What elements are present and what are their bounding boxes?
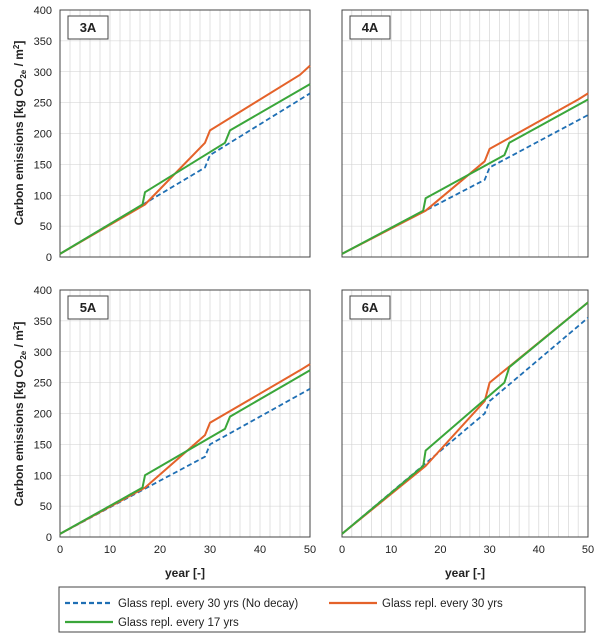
panel-label-box-3a xyxy=(67,15,109,40)
series-line-every17-6a xyxy=(341,301,589,535)
x-tick-label: 20 xyxy=(434,544,446,556)
x-tick-label: 10 xyxy=(385,544,397,556)
y-tick-label: 50 xyxy=(40,221,52,233)
y-tick-label: 250 xyxy=(34,378,52,390)
panel-label-4a: 4A xyxy=(362,20,379,35)
series-line-every17-4a xyxy=(341,98,589,255)
legend-frame xyxy=(58,586,586,633)
legend: Glass repl. every 30 yrs (No decay) Glas… xyxy=(58,586,586,633)
y-tick-label: 100 xyxy=(34,470,52,482)
series-line-no-decay-6a xyxy=(341,317,589,535)
series-line-every17-5a xyxy=(59,369,311,535)
plot-frame-5a xyxy=(59,289,311,538)
y-tick-label: 300 xyxy=(34,67,52,79)
panel-label-6a: 6A xyxy=(362,300,379,315)
y-tick-label: 150 xyxy=(34,159,52,171)
y-tick-label: 150 xyxy=(34,439,52,451)
panel-5a: 0 50 100 150 200 250 300 350 400 0 10 20 30 40 50 5A xyxy=(34,285,316,556)
legend-label-no-decay: Glass repl. every 30 yrs (No decay) xyxy=(118,598,298,610)
panel-label-box-6a xyxy=(349,295,391,320)
y-tick-label: 200 xyxy=(34,129,52,141)
x-tick-label: 40 xyxy=(533,544,545,556)
y-tick-label: 350 xyxy=(34,36,52,48)
x-axis-label-right: year [-] xyxy=(445,566,485,580)
legend-label-every-17: Glass repl. every 17 yrs xyxy=(118,617,239,629)
x-axis-label-left: year [-] xyxy=(165,566,205,580)
y-tick-label: 350 xyxy=(34,316,52,328)
y-tick-label: 100 xyxy=(34,190,52,202)
series-line-every30-5a xyxy=(59,363,311,535)
plot-frame-6a xyxy=(341,289,589,538)
legend-label-every-30: Glass repl. every 30 yrs xyxy=(382,598,503,610)
plot-frame-4a xyxy=(341,9,589,258)
series-line-every30-3a xyxy=(59,64,311,255)
panel-label-box-5a xyxy=(67,295,109,320)
x-tick-label: 0 xyxy=(339,544,345,556)
x-tick-label: 0 xyxy=(57,544,63,556)
series-line-every17-3a xyxy=(59,83,311,255)
y-tick-label: 50 xyxy=(40,501,52,513)
panel-label-5a: 5A xyxy=(80,300,97,315)
panel-4a: 4A xyxy=(341,9,589,258)
panel-3a: 0 50 100 150 200 250 300 350 400 3A xyxy=(34,5,311,264)
x-tick-label: 50 xyxy=(304,544,316,556)
x-tick-label: 10 xyxy=(104,544,116,556)
x-tick-label: 20 xyxy=(154,544,166,556)
x-tick-label: 40 xyxy=(254,544,266,556)
plot-frame-3a xyxy=(59,9,311,258)
x-tick-label: 50 xyxy=(582,544,594,556)
panel-label-box-4a xyxy=(349,15,391,40)
panel-label-3a: 3A xyxy=(80,20,97,35)
y-tick-label: 200 xyxy=(34,409,52,421)
y-axis-label-bottom: Carbon emissions [kg CO2e / m2] xyxy=(12,322,28,507)
y-axis-label-top: Carbon emissions [kg CO2e / m2] xyxy=(12,41,28,226)
y-tick-label: 300 xyxy=(34,347,52,359)
panel-6a: 0 10 20 30 40 50 6A xyxy=(339,289,594,556)
y-tick-label: 0 xyxy=(46,532,52,544)
y-tick-label: 400 xyxy=(34,5,52,17)
y-tick-label: 0 xyxy=(46,252,52,264)
y-tick-label: 250 xyxy=(34,98,52,110)
x-tick-label: 30 xyxy=(204,544,216,556)
y-tick-label: 400 xyxy=(34,285,52,297)
x-tick-label: 30 xyxy=(483,544,495,556)
